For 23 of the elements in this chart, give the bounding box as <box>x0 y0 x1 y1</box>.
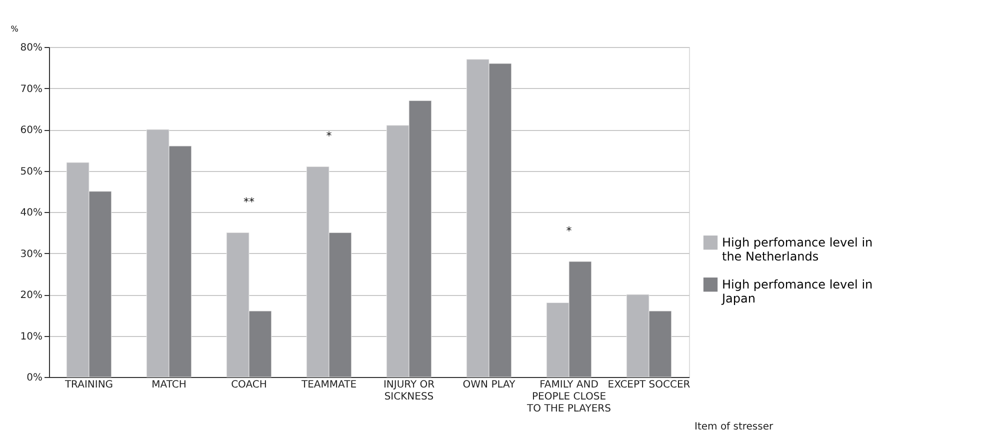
annotation: * <box>566 224 572 238</box>
x-tick-label: COACH <box>231 380 267 390</box>
x-tick-label: EXCEPT SOCCER <box>608 380 690 390</box>
y-axis-title: % <box>10 24 19 34</box>
legend-label: High perfomance level in Japan <box>721 278 873 306</box>
y-tick-label: 40% <box>20 208 42 218</box>
annotation: * <box>326 130 332 143</box>
annotation: ** <box>244 196 255 209</box>
y-tick-label: 20% <box>20 290 42 301</box>
y-tick-label: 80% <box>20 42 42 54</box>
y-tick-label: 70% <box>20 84 42 95</box>
y-tick-label: 60% <box>20 125 42 136</box>
legend-label: High perfomance level in the Netherlands <box>722 236 873 264</box>
x-tick-label: TEAMMATE <box>300 380 357 390</box>
y-tick-label: 10% <box>20 331 42 342</box>
x-tick-label: TRAINING <box>64 380 114 390</box>
x-tick-label: INJURY OR SICKNESS <box>383 380 435 402</box>
y-tick-label: 50% <box>20 166 42 178</box>
x-axis-title: Item of stresser <box>694 422 774 432</box>
y-tick-label: 30% <box>20 248 42 260</box>
x-tick-label: MATCH <box>152 380 186 390</box>
y-tick-label: 0% <box>26 372 42 384</box>
x-tick-label: OWN PLAY <box>462 380 516 390</box>
